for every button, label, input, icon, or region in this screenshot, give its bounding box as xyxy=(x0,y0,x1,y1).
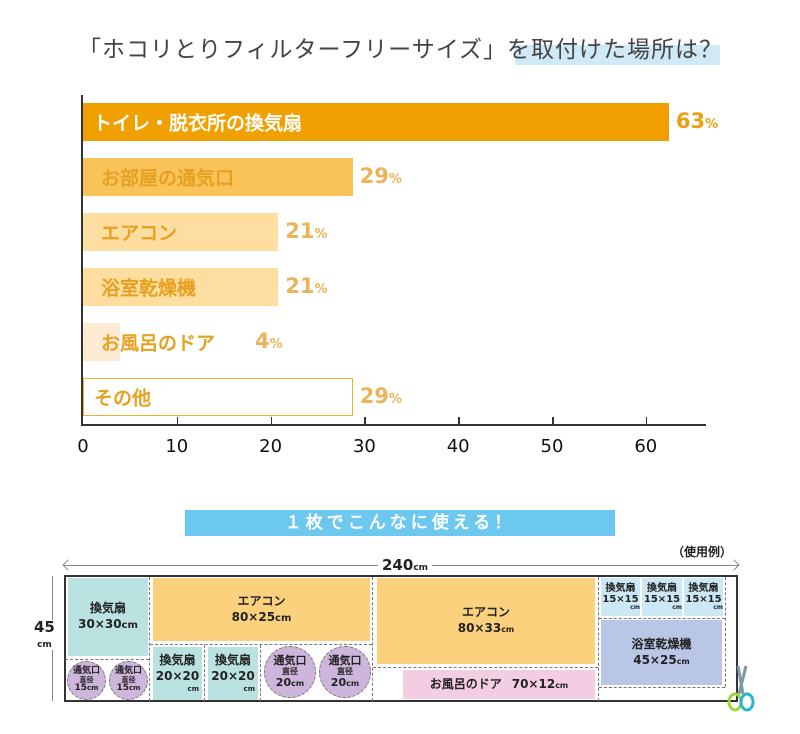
cell-fan-15x15: 換気扇 15×15 cm xyxy=(684,578,723,616)
size: 30×30cm xyxy=(78,617,138,631)
size: 20cm xyxy=(330,675,360,689)
x-tick-label: 30 xyxy=(352,436,376,457)
value-label: 63% xyxy=(676,109,718,133)
value-unit: % xyxy=(314,227,328,242)
size: 45×25cm xyxy=(633,652,690,667)
cell-vent-15: 通気口 直径 15cm xyxy=(67,661,106,700)
y-axis-line xyxy=(81,95,83,426)
cell-ac-80x33: エアコン 80×33cm xyxy=(377,578,595,664)
x-tick xyxy=(458,417,460,425)
banner: １枚でこんなに使える！ xyxy=(185,510,615,536)
bar: その他 xyxy=(83,378,353,416)
cut-line xyxy=(260,645,261,701)
cell-vent-20: 通気口 直径 20cm xyxy=(319,646,371,698)
value-unit: % xyxy=(314,282,328,297)
cut-line xyxy=(373,667,598,668)
chart-title: 「ホコリとりフィルターフリーサイズ」を取付けた場所は？ xyxy=(78,37,724,63)
cell-fan-30x30: 換気扇 30×30cm xyxy=(68,578,148,656)
size: 15cm xyxy=(116,683,141,694)
cell-fan-20x20: 換気扇 20×20 cm xyxy=(208,647,258,700)
cell-ac-80x25: エアコン 80×25cm xyxy=(153,578,370,641)
size: 80×25cm xyxy=(231,609,292,624)
cut-line xyxy=(725,577,726,687)
size: 15cm xyxy=(74,683,99,694)
x-tick-label: 50 xyxy=(540,436,564,457)
cut-line xyxy=(65,659,149,660)
cell-bath-dryer-45x25: 浴室乾燥機 45×25cm xyxy=(601,620,722,685)
title-highlight xyxy=(515,45,720,65)
cell-fan-15x15: 換気扇 15×15 cm xyxy=(642,578,682,616)
value-label: 21% xyxy=(285,274,327,298)
bar-label: エアコン xyxy=(101,222,178,245)
size: 80×33cm xyxy=(457,621,515,635)
value-label: 29% xyxy=(360,384,402,408)
value-label: 21% xyxy=(285,219,327,243)
cell-vent-15: 通気口 直径 15cm xyxy=(109,661,148,700)
bar-label: お風呂のドア xyxy=(101,332,216,355)
x-tick-label: 0 xyxy=(77,436,89,457)
scissors-icon xyxy=(727,665,755,712)
arrow-right-head xyxy=(728,559,740,571)
bar-label: お部屋の通気口 xyxy=(101,167,235,190)
value-number: 29 xyxy=(359,164,389,188)
usage-example-label: （使用例） xyxy=(672,545,733,559)
value-unit: % xyxy=(388,392,402,407)
bar: エアコン xyxy=(83,213,279,251)
x-tick-label: 10 xyxy=(165,436,189,457)
value-number: 4 xyxy=(255,329,270,353)
bar-label: 浴室乾燥機 xyxy=(101,277,197,300)
value-unit: % xyxy=(388,172,402,187)
height-label: 45 cm xyxy=(34,618,55,650)
size: 20cm xyxy=(275,675,305,689)
value-label: 29% xyxy=(360,164,402,188)
size: 70×12cm xyxy=(511,676,569,691)
value-number: 21 xyxy=(285,274,315,298)
cut-line xyxy=(204,645,205,701)
x-tick xyxy=(552,417,554,425)
value-number: 29 xyxy=(359,384,389,408)
cell-fan-20x20: 換気扇 20×20 cm xyxy=(153,647,202,700)
cut-line xyxy=(372,577,373,701)
x-axis-line xyxy=(81,424,706,426)
cell-door-70x12: お風呂のドア 70×12cm xyxy=(403,670,595,699)
cut-line xyxy=(150,644,372,645)
bar: お部屋の通気口 xyxy=(83,158,353,196)
x-tick xyxy=(645,417,648,425)
cut-line xyxy=(149,577,150,701)
cut-line xyxy=(598,577,599,701)
width-label: 240cm xyxy=(378,556,433,574)
cell-fan-15x15: 換気扇 15×15 cm xyxy=(601,578,640,616)
x-tick xyxy=(176,417,179,425)
value-number: 63 xyxy=(675,109,706,133)
cut-line xyxy=(599,618,725,619)
filter-sheet xyxy=(64,575,738,702)
x-tick-label: 20 xyxy=(259,436,283,457)
bar: お風呂のドア xyxy=(83,323,215,361)
value-unit: % xyxy=(269,337,283,352)
x-tick-label: 60 xyxy=(634,436,658,457)
x-tick-label: 40 xyxy=(446,436,470,457)
cell-vent-20: 通気口 直径 20cm xyxy=(264,646,316,698)
bar-label: その他 xyxy=(94,387,152,410)
bar: トイレ・脱衣所の換気扇 xyxy=(83,103,669,141)
value-label: 4% xyxy=(255,329,283,353)
arrow-left-head xyxy=(62,559,74,571)
bar-label: トイレ・脱衣所の換気扇 xyxy=(93,112,303,135)
value-unit: % xyxy=(705,117,719,132)
cut-line xyxy=(599,687,725,688)
x-tick xyxy=(270,417,273,425)
x-tick xyxy=(364,417,366,425)
bar: 浴室乾燥機 xyxy=(83,268,279,306)
value-number: 21 xyxy=(285,219,315,243)
